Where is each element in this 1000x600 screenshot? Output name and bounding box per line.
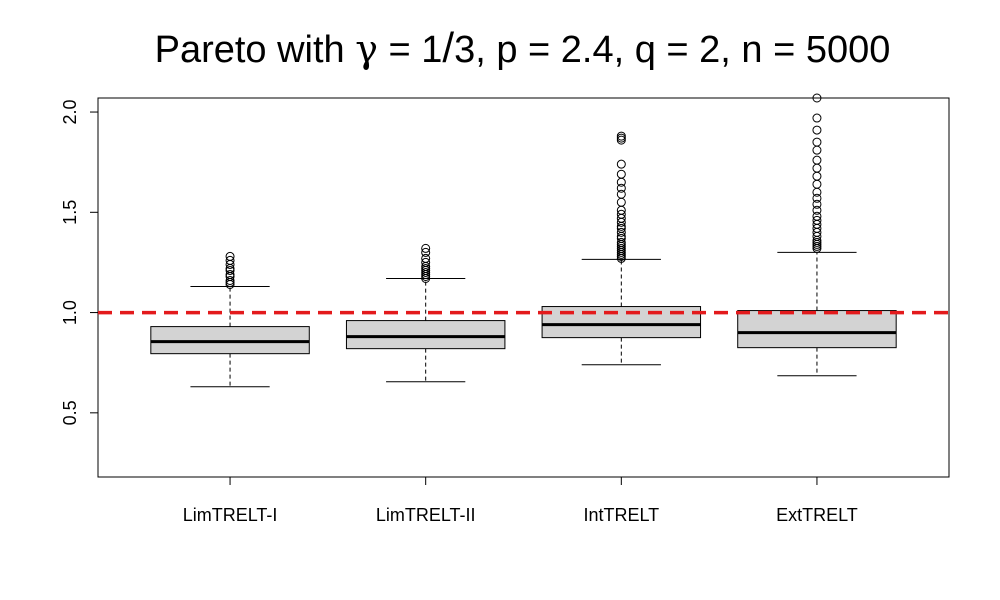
title-numerator: 1 (421, 29, 443, 71)
outlier-point (812, 205, 822, 215)
outlier-point (421, 257, 431, 267)
outlier-point (812, 215, 822, 225)
title-parameters: , p = 2.4, q = 2, n = 5000 (475, 29, 891, 71)
title-text: Pareto with (154, 29, 356, 71)
box-limtrelt-i (150, 251, 310, 388)
outlier-point (812, 113, 822, 123)
outlier-point (616, 183, 626, 193)
title-gamma-symbol: γ (355, 27, 378, 71)
outlier-point (225, 269, 235, 279)
box-limtrelt-ii (345, 243, 506, 383)
outlier-point (616, 237, 626, 247)
iqr-box (737, 310, 897, 349)
outlier-point (421, 247, 431, 257)
title-equals: = (377, 29, 422, 71)
outlier-point (616, 209, 626, 219)
outlier-point (812, 145, 822, 155)
y-tick-label: 2.0 (60, 100, 80, 125)
y-tick-label: 1.0 (60, 300, 80, 325)
outlier-point (225, 275, 235, 285)
iqr-box (150, 326, 310, 355)
x-tick-label: ExtTRELT (776, 505, 858, 525)
outlier-point (616, 197, 626, 207)
plot-frame (97, 97, 950, 478)
outlier-point (812, 125, 822, 135)
outlier-point (616, 159, 626, 169)
outlier-point (225, 255, 235, 265)
x-tick-label: LimTRELT-II (376, 505, 476, 525)
outlier-point (812, 137, 822, 147)
outlier-point (812, 187, 822, 197)
box-exttrelt (737, 93, 897, 377)
iqr-box (345, 320, 506, 350)
outlier-point (421, 253, 431, 263)
outlier-point (812, 155, 822, 165)
outlier-point (616, 133, 626, 143)
y-tick-label: 1.5 (60, 200, 80, 225)
box-inttrelt (541, 131, 702, 366)
title-denominator: 3 (454, 29, 476, 71)
outlier-point (812, 171, 822, 181)
outlier-point (812, 199, 822, 209)
outlier-point (225, 251, 235, 261)
outlier-point (812, 179, 822, 189)
title-slash: / (442, 24, 455, 71)
outlier-point (812, 193, 822, 203)
outlier-point (421, 243, 431, 253)
outlier-point (616, 227, 626, 237)
outlier-point (616, 189, 626, 199)
y-tick-label: 0.5 (60, 400, 80, 425)
outlier-point (812, 163, 822, 173)
outlier-point (812, 211, 822, 221)
chart-title: Pareto with γ = 1/3, p = 2.4, q = 2, n =… (0, 24, 1000, 72)
x-tick-label: IntTRELT (583, 505, 659, 525)
outlier-point (616, 177, 626, 187)
outlier-point (616, 131, 626, 141)
outlier-point (616, 169, 626, 179)
x-tick-label: LimTRELT-I (183, 505, 278, 525)
